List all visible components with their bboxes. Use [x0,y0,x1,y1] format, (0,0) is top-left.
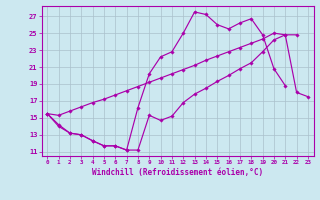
X-axis label: Windchill (Refroidissement éolien,°C): Windchill (Refroidissement éolien,°C) [92,168,263,177]
